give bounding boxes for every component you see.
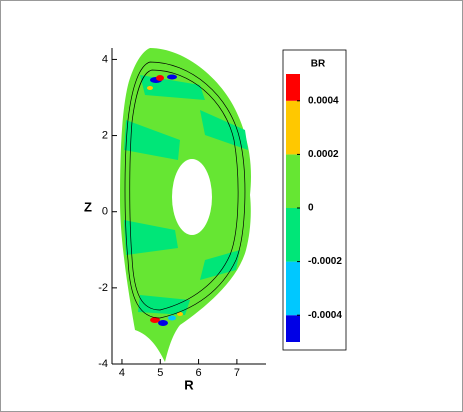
- field-band: [124, 75, 248, 315]
- field: [120, 48, 251, 362]
- y-axis-label: Z: [84, 199, 92, 214]
- colorbar-segment: [286, 100, 300, 155]
- y-tick-label: -4: [98, 358, 108, 370]
- colorbar-segment: [286, 74, 300, 101]
- flux-surface: [129, 69, 239, 311]
- blob: [150, 317, 160, 323]
- y-tick-label: 2: [102, 129, 108, 141]
- y-tick-label: 4: [102, 53, 108, 65]
- colorbar-tick-label: 0.0002: [308, 149, 339, 160]
- blob: [177, 312, 183, 316]
- y-tick-label: 0: [102, 206, 108, 218]
- blob: [167, 74, 177, 80]
- blob: [147, 86, 153, 90]
- colorbar-tick-label: 0: [308, 203, 314, 214]
- x-tick-label: 4: [119, 367, 125, 379]
- blob: [158, 320, 168, 326]
- x-tick-label: 5: [157, 367, 163, 379]
- colorbar-tick-label: -0.0004: [308, 310, 342, 321]
- colorbar-segment: [286, 208, 300, 262]
- blob: [156, 75, 164, 81]
- flux-surface: [124, 61, 246, 319]
- colorbar-segment: [286, 154, 300, 208]
- y-tick-label: -2: [98, 282, 108, 294]
- x-tick-label: 7: [234, 367, 240, 379]
- x-axis-label: R: [184, 377, 194, 392]
- colorbar-segment: [286, 261, 300, 316]
- x-tick-label: 6: [196, 367, 202, 379]
- colorbar-segment: [286, 315, 300, 342]
- blob: [168, 315, 176, 321]
- colorbar-tick-label: 0.0004: [308, 95, 339, 106]
- inner-hole: [172, 159, 212, 235]
- colorbar-tick-label: -0.0002: [308, 256, 342, 267]
- colorbar-title: BR: [311, 59, 326, 70]
